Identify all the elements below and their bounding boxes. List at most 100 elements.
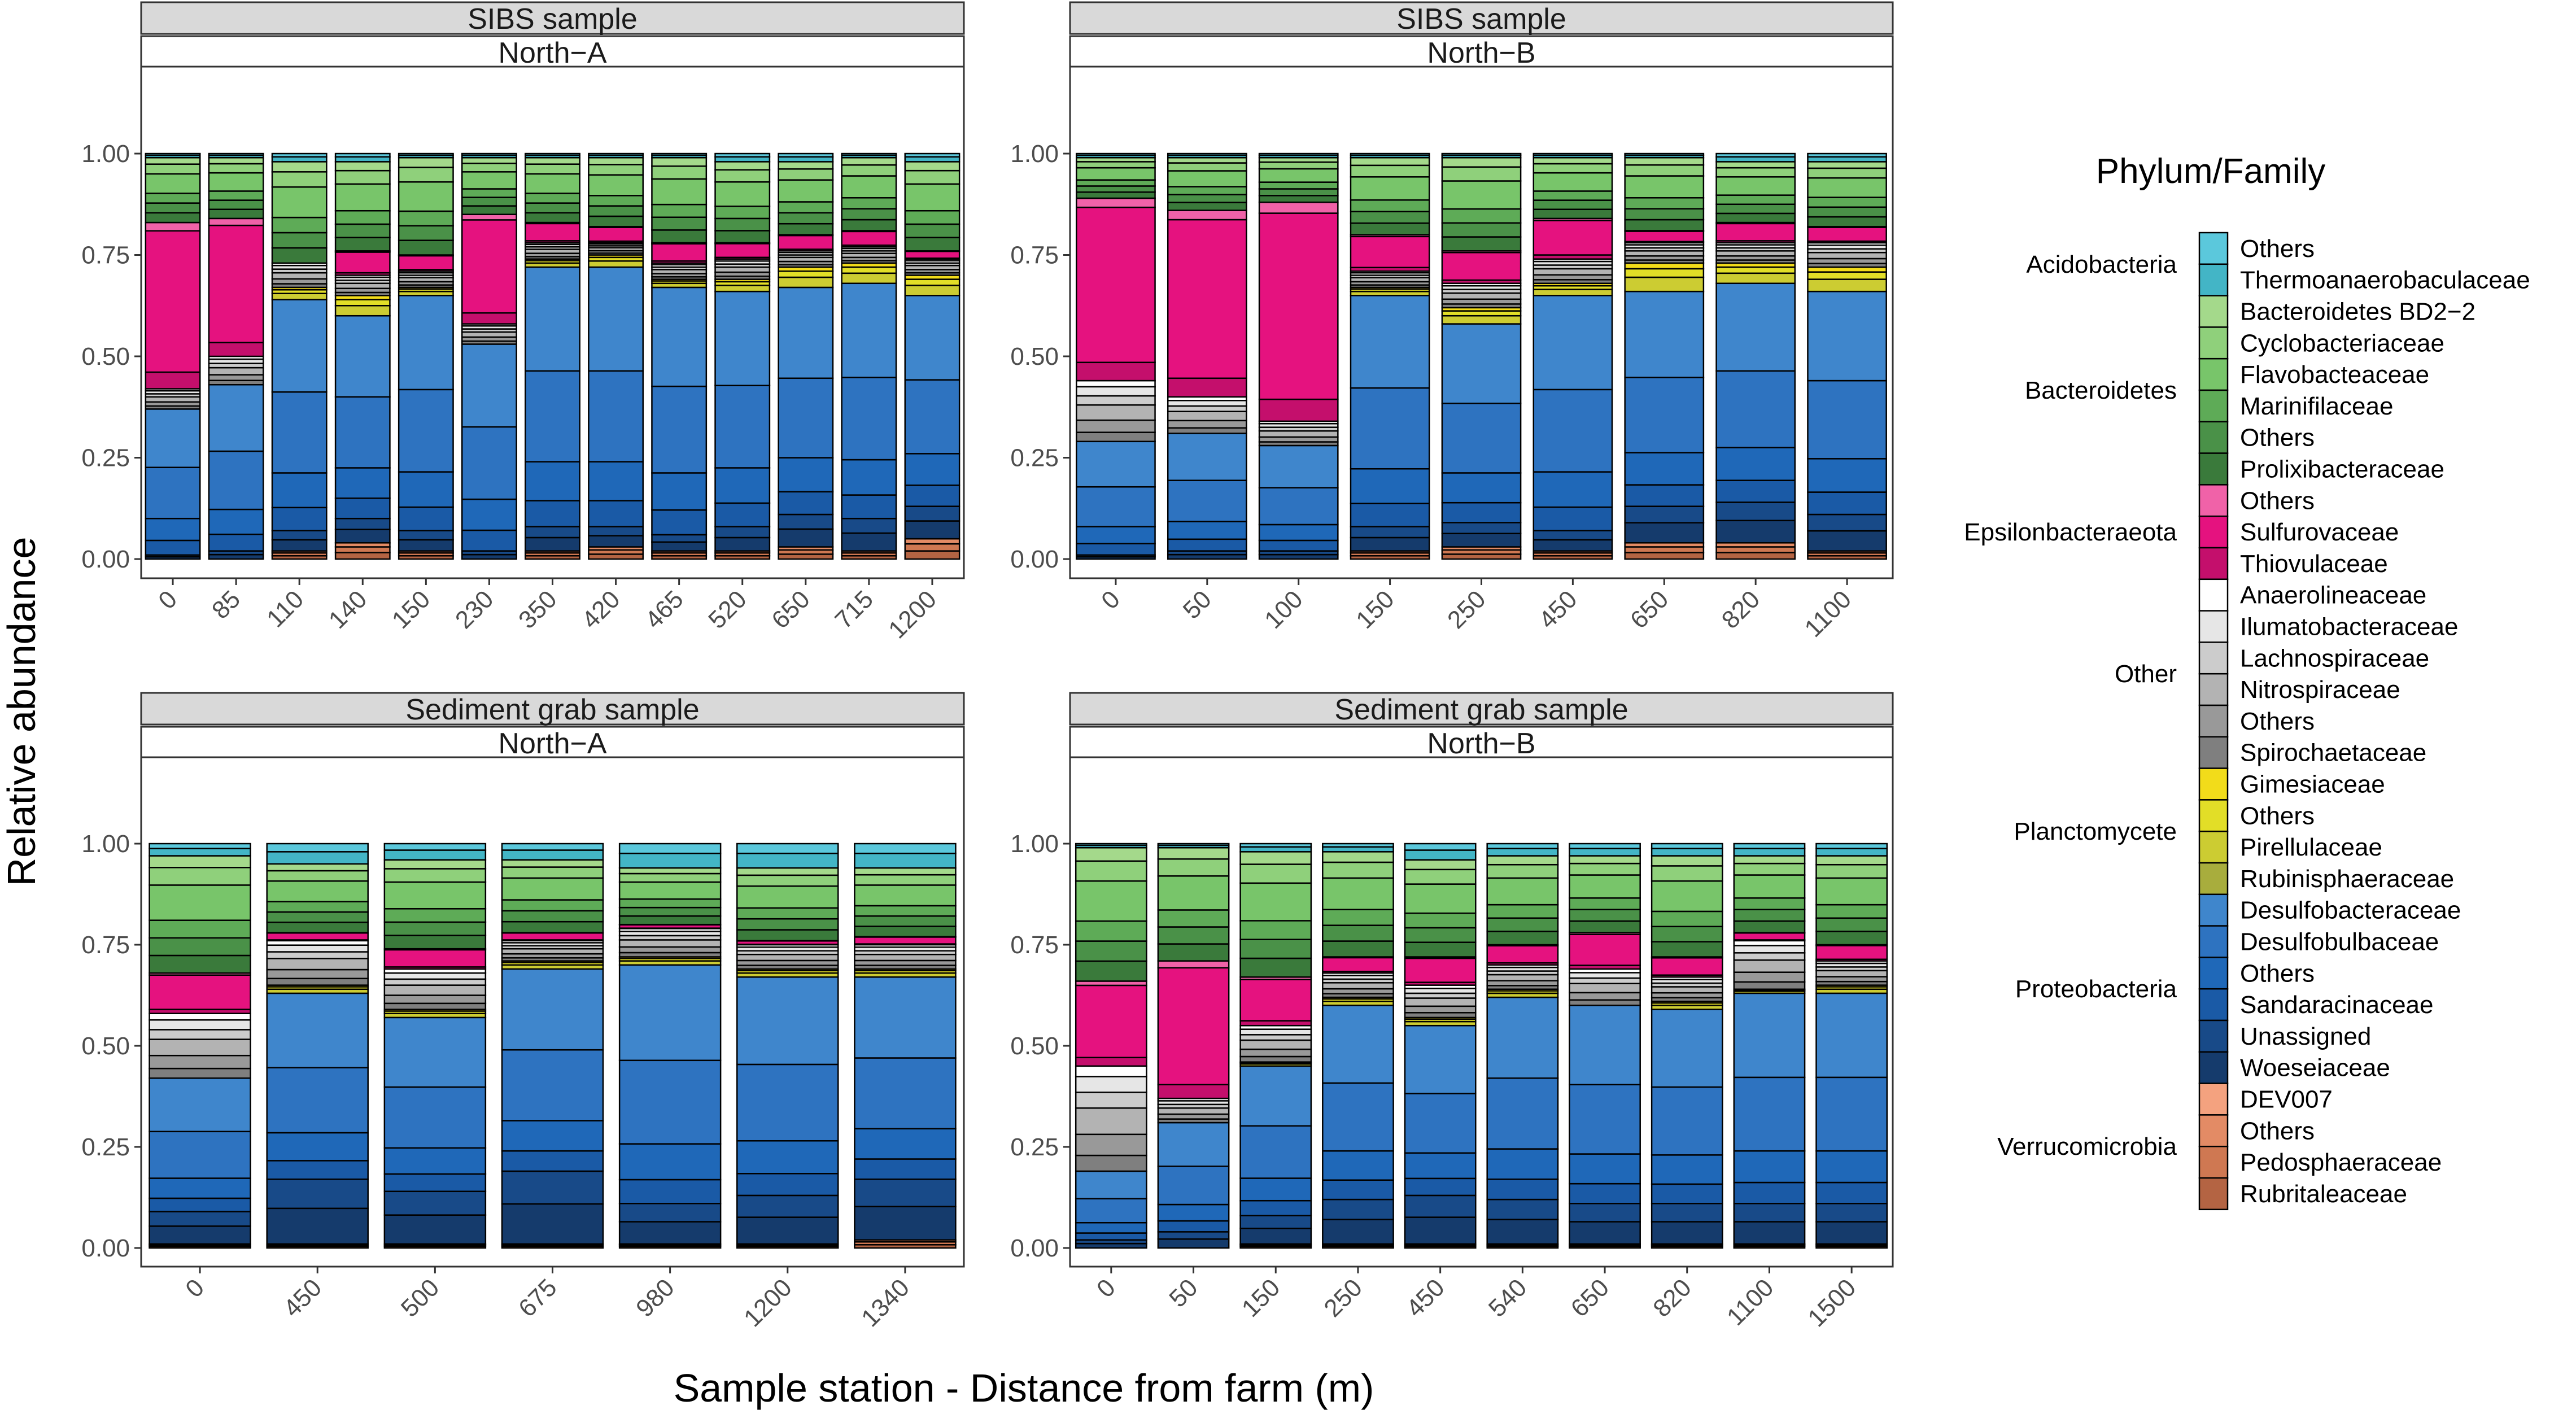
bar-segment [334, 396, 391, 469]
y-tick-label: 1.00 [1010, 830, 1059, 858]
bar-segment [149, 1077, 251, 1133]
bar-segment [1076, 386, 1156, 397]
bar-980 [618, 843, 722, 1249]
x-tick-label: 250 [1318, 1273, 1368, 1323]
bar-segment [1167, 521, 1247, 540]
bar-segment [208, 152, 264, 156]
bar-segment [1239, 1055, 1312, 1063]
bar-85 [208, 152, 264, 560]
bar-segment [841, 208, 897, 221]
bar-segment [398, 471, 454, 508]
bar-1100 [1807, 152, 1887, 560]
bar-segment [618, 1221, 722, 1245]
bar-segment [1733, 920, 1806, 933]
bar-segment [904, 223, 960, 238]
bar-segment [1441, 315, 1522, 325]
bar-segment [854, 874, 957, 886]
bar-segment [651, 229, 708, 244]
bar-segment [461, 529, 517, 552]
legend-item-label: Thiovulaceae [2240, 550, 2388, 578]
bar-segment [1624, 219, 1705, 232]
bar-0 [149, 843, 251, 1249]
legend-item-label: Desulfobulbaceae [2240, 928, 2439, 956]
legend-group-label: Verrucomicrobia [1997, 1133, 2177, 1160]
bar-segment [1075, 960, 1147, 982]
bar-segment [334, 152, 391, 158]
bar-segment [1157, 1238, 1230, 1249]
bar-segment [1167, 162, 1247, 172]
bar-segment [1624, 546, 1705, 553]
legend-key [2198, 767, 2229, 801]
legend-key [2198, 799, 2229, 832]
bar-segment [841, 282, 897, 378]
legend-key [2198, 673, 2229, 706]
y-tick-label: 0.50 [1010, 343, 1059, 370]
bar-segment [736, 907, 839, 920]
bar-segment [1733, 940, 1806, 946]
bar-segment [1239, 1065, 1312, 1127]
bar-segment [1350, 387, 1430, 470]
bar-150 [1350, 152, 1430, 560]
bar-0 [1075, 843, 1147, 1249]
bar-segment [854, 976, 957, 1059]
bar-segment [461, 219, 517, 314]
bar-segment [651, 156, 708, 167]
bar-segment [1569, 1005, 1641, 1085]
bar-segment [525, 193, 580, 204]
bar-segment [1157, 1220, 1230, 1233]
bar-465 [651, 152, 708, 560]
bar-segment [1569, 933, 1641, 966]
x-tick-label: 50 [1178, 585, 1217, 624]
bar-110 [271, 152, 328, 560]
bar-segment [398, 210, 454, 227]
bar-segment [588, 174, 644, 197]
bar-715 [841, 152, 897, 560]
bar-segment [1624, 552, 1705, 560]
bar-segment [1807, 197, 1887, 208]
bar-segment [1624, 522, 1705, 544]
bar-segment [1076, 206, 1156, 364]
bar-segment [208, 224, 264, 343]
bar-segment [1076, 152, 1156, 156]
bar-segment [266, 977, 369, 986]
strip-site-bg [1069, 726, 1894, 760]
bar-segment [736, 867, 839, 876]
bar-segment [588, 535, 644, 548]
bar-segment [1441, 323, 1522, 404]
bar-segment [1076, 486, 1156, 527]
bar-segment [1651, 1202, 1723, 1223]
bar-segment [1404, 883, 1477, 914]
bar-segment [1076, 379, 1156, 388]
y-tick-label: 0.75 [81, 242, 130, 269]
bar-1100 [1733, 843, 1806, 1249]
bar-segment [904, 505, 960, 522]
bar-segment [1532, 506, 1613, 531]
bar-segment [1486, 848, 1559, 857]
bar-segment [1404, 941, 1477, 958]
legend-item-label: Rubritaleaceae [2240, 1180, 2407, 1208]
x-tick-label: 100 [1259, 585, 1308, 634]
bar-segment [1075, 1107, 1147, 1136]
bar-segment [266, 951, 369, 959]
bar-segment [651, 509, 708, 536]
bar-segment [1157, 1113, 1230, 1120]
bar-segment [904, 485, 960, 507]
bar-segment [1569, 992, 1641, 1001]
bar-segment [1157, 1166, 1230, 1206]
legend-key [2198, 704, 2229, 738]
bar-140 [334, 152, 391, 560]
bar-segment [736, 976, 839, 1066]
bar-segment [1322, 988, 1394, 994]
bar-segment [1532, 268, 1613, 276]
legend-item-label: Thermoanaerobaculaceae [2240, 267, 2530, 294]
x-tick-label: 350 [513, 585, 562, 634]
bar-segment [1167, 210, 1247, 221]
bar-segment [1322, 851, 1394, 863]
bar-segment [383, 1214, 487, 1245]
bar-segment [1075, 940, 1147, 962]
bar-segment [1624, 377, 1705, 453]
bar-segment [618, 939, 722, 948]
bar-segment [1807, 513, 1887, 532]
bar-segment [1807, 161, 1887, 169]
